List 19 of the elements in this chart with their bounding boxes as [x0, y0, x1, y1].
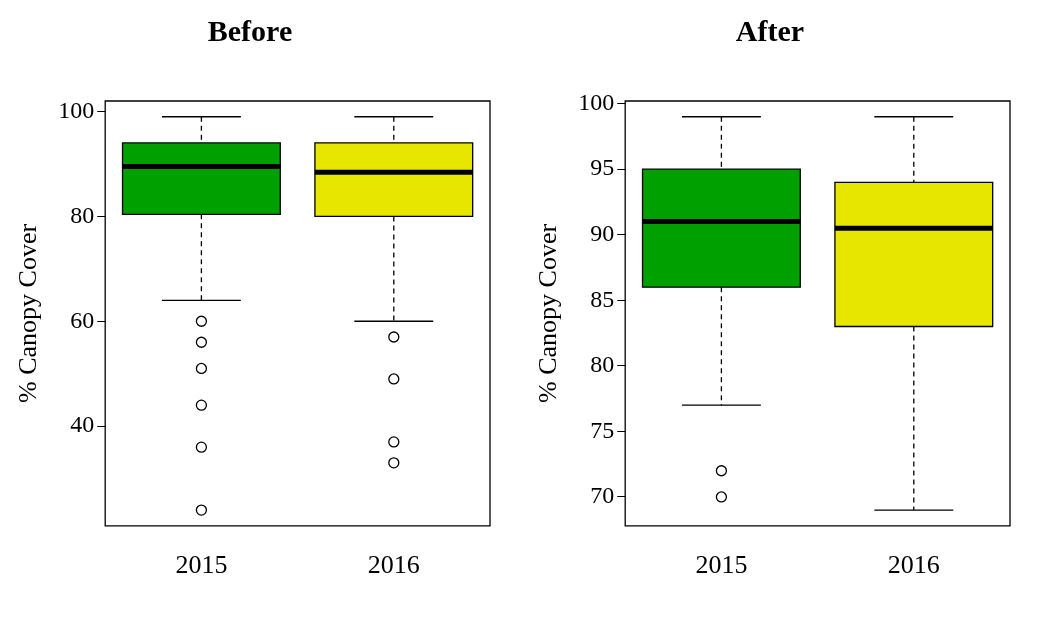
y-tick-label: 75	[590, 416, 615, 443]
y-tick-label: 70	[590, 482, 615, 509]
y-tick-label: 90	[590, 220, 615, 247]
y-tick-label: 60	[70, 306, 95, 333]
x-tick-label: 2016	[887, 550, 940, 580]
x-tick-label: 2015	[695, 550, 748, 580]
x-tick-label: 2015	[175, 550, 228, 580]
y-tick-label: 100	[578, 88, 615, 115]
y-axis-title: % Canopy Cover	[13, 223, 43, 403]
y-tick-label: 100	[58, 96, 95, 123]
y-tick-label: 85	[590, 285, 615, 312]
y-axis-title: % Canopy Cover	[533, 223, 563, 403]
chart-title: After	[735, 13, 805, 47]
y-tick-label: 95	[590, 154, 615, 181]
y-tick-label: 40	[70, 411, 95, 438]
y-tick-label: 80	[590, 351, 615, 378]
y-tick-label: 80	[70, 201, 95, 228]
x-tick-label: 2016	[367, 550, 420, 580]
chart-title: Before	[207, 13, 293, 47]
